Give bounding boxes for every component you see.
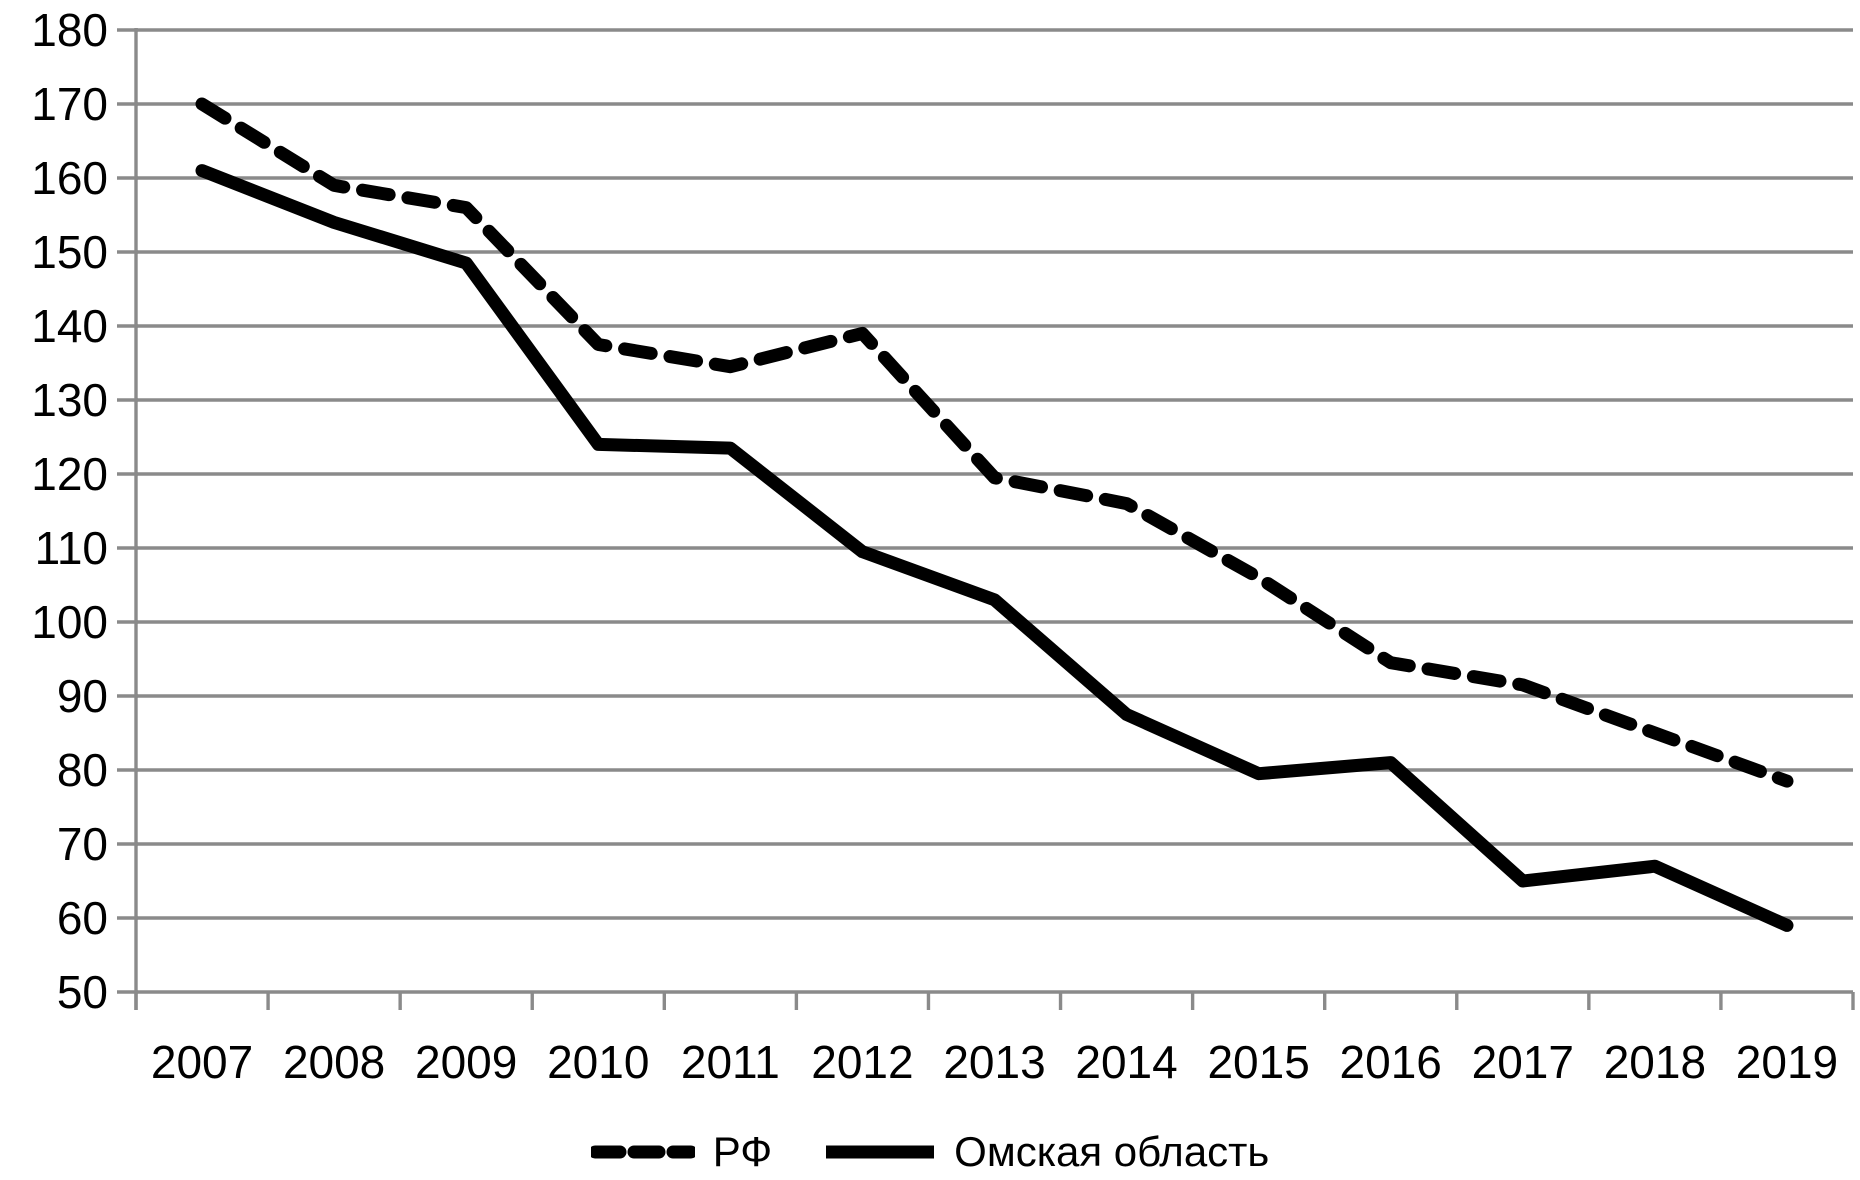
x-tick-label: 2019: [1736, 1036, 1838, 1088]
x-tick-label: 2012: [811, 1036, 913, 1088]
legend-item-rf: РФ: [590, 1128, 773, 1175]
x-tick-label: 2018: [1604, 1036, 1706, 1088]
x-tick-label: 2008: [283, 1036, 385, 1088]
x-tick-label: 2010: [547, 1036, 649, 1088]
x-tick-label: 2014: [1075, 1036, 1177, 1088]
legend-solid-line-sample: [826, 1145, 935, 1159]
y-tick-label: 130: [31, 374, 108, 426]
y-tick-label: 170: [31, 78, 108, 130]
x-tick-label: 2007: [151, 1036, 253, 1088]
legend-item-omsk: Омская область: [824, 1131, 1269, 1173]
y-tick-label: 120: [31, 448, 108, 500]
x-tick-label: 2013: [943, 1036, 1045, 1088]
x-tick-label: 2017: [1472, 1036, 1574, 1088]
x-tick-label: 2015: [1207, 1036, 1309, 1088]
y-tick-label: 140: [31, 300, 108, 352]
y-tick-label: 50: [57, 966, 108, 1018]
y-tick-label: 70: [57, 818, 108, 870]
x-tick-label: 2011: [681, 1036, 780, 1088]
x-tick-label: 2009: [415, 1036, 517, 1088]
chart-legend: РФ Омская область: [0, 1124, 1860, 1180]
y-tick-label: 100: [31, 596, 108, 648]
series-line-rf: [195, 97, 1794, 788]
legend-label-omsk: Омская область: [954, 1128, 1270, 1175]
y-tick-label: 180: [31, 4, 108, 56]
series-line-omsk: [195, 164, 1794, 932]
y-tick-label: 80: [57, 744, 108, 796]
legend-dashed-line-sample: [590, 1145, 695, 1159]
y-tick-label: 90: [57, 670, 108, 722]
x-tick-label: 2016: [1340, 1036, 1442, 1088]
y-tick-label: 150: [31, 226, 108, 278]
y-tick-label: 60: [57, 892, 108, 944]
y-tick-label: 160: [31, 152, 108, 204]
legend-label-rf: РФ: [712, 1128, 773, 1175]
y-tick-label: 110: [35, 522, 108, 574]
